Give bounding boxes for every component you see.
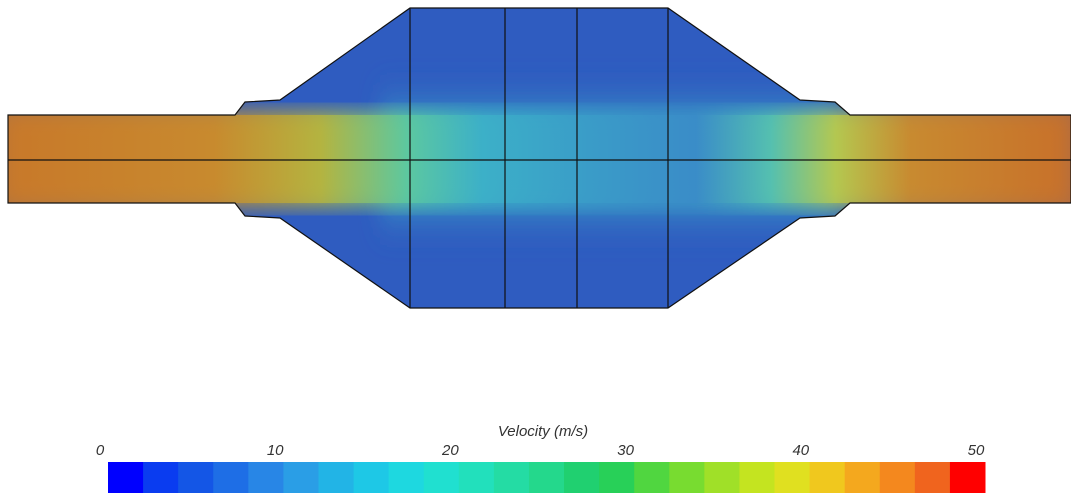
colorbar-cell <box>143 462 179 493</box>
colorbar-cell <box>318 462 354 493</box>
legend-title: Velocity (m/s) <box>498 423 588 440</box>
colorbar-cell <box>739 462 775 493</box>
colorbar-cell <box>424 462 460 493</box>
colorbar-cell <box>354 462 390 493</box>
colorbar-cell <box>494 462 530 493</box>
colorbar-cell <box>950 462 986 493</box>
colorbar-cell <box>845 462 881 493</box>
colorbar-cell <box>669 462 705 493</box>
colorbar-cell <box>178 462 214 493</box>
colorbar-cell <box>880 462 916 493</box>
tick-label: 10 <box>267 442 284 459</box>
colorbar-cell <box>564 462 600 493</box>
colorbar <box>108 462 986 493</box>
colorbar-cell <box>389 462 425 493</box>
tick-label: 20 <box>441 442 459 459</box>
page: Velocity (m/s) 0 10 20 30 40 50 <box>0 0 1071 496</box>
colorbar-cell <box>529 462 565 493</box>
colorbar-cell <box>775 462 811 493</box>
tick-label: 50 <box>968 442 985 459</box>
tick-label: 30 <box>617 442 634 459</box>
tick-label: 40 <box>792 442 809 459</box>
colorbar-cell <box>108 462 144 493</box>
colorbar-cell <box>248 462 284 493</box>
colorbar-cell <box>915 462 951 493</box>
tick-label: 0 <box>96 442 105 459</box>
colorbar-cell <box>283 462 319 493</box>
colorbar-cell <box>810 462 846 493</box>
colorbar-cell <box>704 462 740 493</box>
colorbar-cell <box>599 462 635 493</box>
colorbar-cell <box>459 462 495 493</box>
colorbar-cell <box>634 462 670 493</box>
colorbar-cell <box>213 462 249 493</box>
